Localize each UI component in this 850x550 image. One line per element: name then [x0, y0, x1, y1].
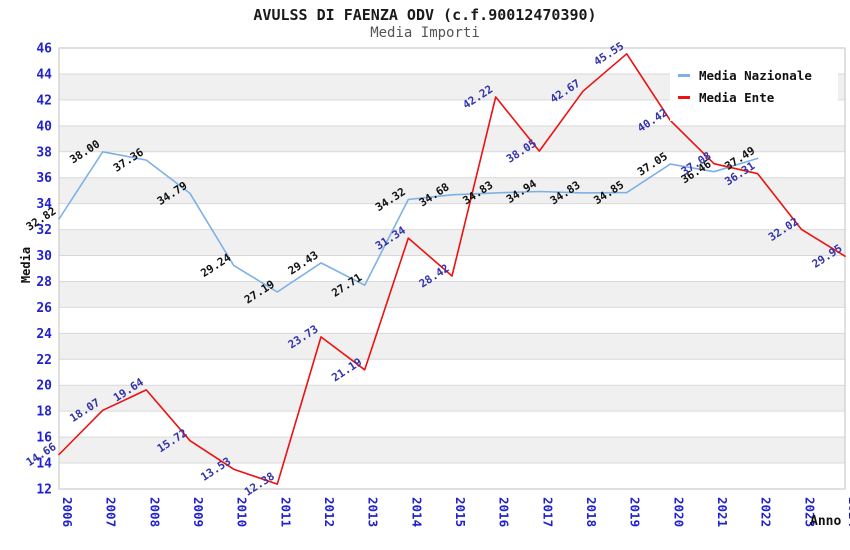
- x-tick-label: 2022: [759, 497, 774, 527]
- y-tick-label: 38: [36, 145, 52, 160]
- y-tick-label: 28: [36, 275, 52, 290]
- x-tick-label: 2023: [802, 497, 817, 527]
- y-tick-label: 24: [36, 327, 52, 342]
- band: [59, 125, 845, 152]
- chart-title: AVULSS DI FAENZA ODV (c.f.90012470390): [253, 6, 597, 24]
- x-tick-label: 2021: [715, 497, 730, 527]
- y-tick-label: 26: [36, 301, 52, 316]
- band: [59, 281, 845, 308]
- data-label: 37.05: [635, 150, 670, 179]
- x-axis-title: Anno: [810, 514, 842, 529]
- x-tick-label: 2017: [540, 497, 555, 527]
- x-tick-label: 2008: [147, 497, 162, 527]
- y-tick-label: 44: [36, 67, 52, 82]
- line-swatch-icon: [678, 96, 690, 99]
- y-tick-label: 16: [36, 431, 52, 446]
- plot-area: [58, 47, 846, 490]
- x-tick-label: 2020: [671, 497, 686, 527]
- x-tick-label: 2012: [322, 497, 337, 527]
- x-tick-label: 2015: [453, 497, 468, 527]
- x-tick-label: 2014: [409, 497, 424, 527]
- y-axis-title: Media: [19, 246, 33, 284]
- data-label: 45.55: [591, 39, 626, 68]
- y-tick-label: 46: [36, 42, 52, 57]
- x-tick-label: 2013: [366, 497, 381, 527]
- y-tick-label: 22: [36, 353, 52, 368]
- y-tick-label: 42: [36, 93, 52, 108]
- legend-label: Media Ente: [699, 90, 775, 105]
- x-tick-label: 2009: [191, 497, 206, 527]
- y-tick-label: 34: [36, 197, 52, 212]
- x-tick-label: 2007: [104, 497, 119, 527]
- line-swatch-icon: [678, 74, 690, 77]
- series-line-media-ente: [58, 52, 846, 485]
- band: [59, 229, 845, 256]
- y-tick-label: 12: [36, 483, 52, 498]
- series-line-media-nazionale: [58, 151, 759, 293]
- legend-label: Media Nazionale: [699, 68, 812, 83]
- y-tick-label: 30: [36, 249, 52, 264]
- chart-subtitle: Media Importi: [370, 25, 480, 41]
- x-tick-label: 2006: [60, 497, 75, 527]
- y-tick-label: 18: [36, 405, 52, 420]
- band: [59, 385, 845, 412]
- x-tick-label: 2011: [278, 497, 293, 527]
- legend-item-media-ente: Media Ente: [678, 90, 830, 105]
- legend: Media Nazionale Media Ente: [670, 56, 838, 121]
- x-tick-label: 2019: [628, 497, 643, 527]
- x-tick-label: 2010: [235, 497, 250, 527]
- x-tick-label: 2018: [584, 497, 599, 527]
- y-tick-label: 32: [36, 223, 52, 238]
- y-tick-label: 20: [36, 379, 52, 394]
- x-tick-label: 2016: [497, 497, 512, 527]
- band: [59, 177, 845, 204]
- y-tick-label: 14: [36, 457, 52, 472]
- band: [59, 333, 845, 360]
- x-tick-label: 2024: [846, 497, 850, 527]
- legend-item-media-nazionale: Media Nazionale: [678, 68, 830, 83]
- y-tick-label: 36: [36, 171, 52, 186]
- y-tick-label: 40: [36, 119, 52, 134]
